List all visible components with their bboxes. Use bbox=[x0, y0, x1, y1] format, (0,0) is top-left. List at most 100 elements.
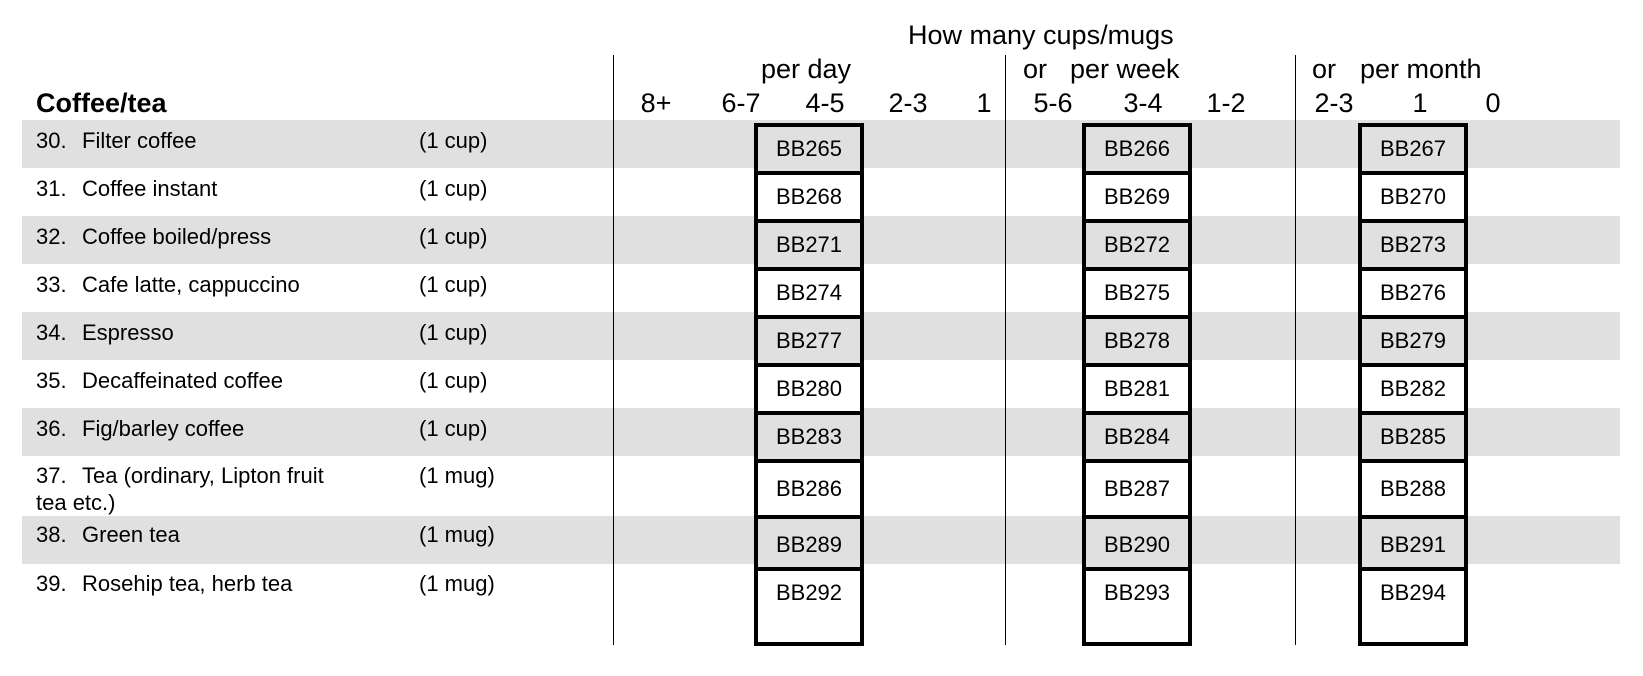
code-cell[interactable]: BB270 bbox=[1362, 175, 1464, 219]
period-label-week: per week bbox=[1070, 54, 1180, 84]
column-divider bbox=[1005, 55, 1006, 645]
cell-separator bbox=[1358, 411, 1468, 415]
freq-label: 2-3 bbox=[1314, 88, 1354, 118]
item-label: Fig/barley coffee bbox=[82, 416, 245, 441]
code-cell[interactable]: BB274 bbox=[758, 271, 860, 315]
code-cell[interactable]: BB268 bbox=[758, 175, 860, 219]
item-number: 35. bbox=[36, 368, 67, 393]
code-cell[interactable]: BB275 bbox=[1086, 271, 1188, 315]
code-cell[interactable]: BB276 bbox=[1362, 271, 1464, 315]
portion-label: (1 cup) bbox=[419, 272, 488, 297]
cell-separator bbox=[1082, 515, 1192, 519]
item-label-continued: tea etc.) bbox=[36, 490, 116, 515]
code-cell[interactable]: BB288 bbox=[1362, 463, 1464, 515]
code-cell[interactable]: BB266 bbox=[1086, 127, 1188, 171]
cell-separator bbox=[754, 567, 864, 571]
table-row: 31. Coffee instant (1 cup) bbox=[22, 168, 1620, 216]
cell-separator bbox=[1358, 363, 1468, 367]
item-number: 30. bbox=[36, 128, 67, 153]
cell-separator bbox=[1082, 567, 1192, 571]
code-cell[interactable]: BB279 bbox=[1362, 319, 1464, 363]
code-cell[interactable]: BB286 bbox=[758, 463, 860, 515]
portion-label: (1 cup) bbox=[419, 176, 488, 201]
portion-label: (1 mug) bbox=[419, 522, 495, 547]
code-cell[interactable]: BB284 bbox=[1086, 415, 1188, 459]
item-label: Decaffeinated coffee bbox=[82, 368, 284, 393]
portion-label: (1 cup) bbox=[419, 368, 488, 393]
item-label: Green tea bbox=[82, 522, 180, 547]
table-row: 37. Tea (ordinary, Lipton fruit tea etc.)… bbox=[22, 456, 1620, 516]
cell-separator bbox=[754, 171, 864, 175]
table-row: 39. Rosehip tea, herb tea (1 mug) bbox=[22, 564, 1620, 612]
period-or-week: or bbox=[1023, 54, 1048, 84]
cell-separator bbox=[754, 267, 864, 271]
code-cell[interactable]: BB269 bbox=[1086, 175, 1188, 219]
item-label: Coffee instant bbox=[82, 176, 218, 201]
cell-separator bbox=[1358, 219, 1468, 223]
table-row: 33. Cafe latte, cappuccino (1 cup) bbox=[22, 264, 1620, 312]
cell-separator bbox=[1358, 267, 1468, 271]
table-row: 35. Decaffeinated coffee (1 cup) bbox=[22, 360, 1620, 408]
portion-label: (1 cup) bbox=[419, 416, 488, 441]
code-cell[interactable]: BB289 bbox=[758, 523, 860, 567]
item-number: 37. bbox=[36, 463, 67, 488]
cell-separator bbox=[1358, 171, 1468, 175]
item-number: 32. bbox=[36, 224, 67, 249]
cell-separator bbox=[1358, 567, 1468, 571]
freq-label: 4-5 bbox=[805, 88, 845, 118]
period-label-month: per month bbox=[1360, 54, 1482, 84]
portion-label: (1 cup) bbox=[419, 320, 488, 345]
item-number: 31. bbox=[36, 176, 67, 201]
cell-separator bbox=[754, 315, 864, 319]
code-cell[interactable]: BB282 bbox=[1362, 367, 1464, 411]
column-divider bbox=[1295, 55, 1296, 645]
portion-label: (1 cup) bbox=[419, 128, 488, 153]
item-number: 34. bbox=[36, 320, 67, 345]
code-cell[interactable]: BB291 bbox=[1362, 523, 1464, 567]
cell-separator bbox=[1082, 171, 1192, 175]
code-cell[interactable]: BB278 bbox=[1086, 319, 1188, 363]
code-cell[interactable]: BB280 bbox=[758, 367, 860, 411]
question-title: How many cups/mugs bbox=[908, 20, 1174, 50]
item-number: 38. bbox=[36, 522, 67, 547]
code-column-week bbox=[1082, 123, 1192, 646]
freq-label: 5-6 bbox=[1033, 88, 1073, 118]
cell-separator bbox=[754, 459, 864, 463]
code-cell[interactable]: BB265 bbox=[758, 127, 860, 171]
cell-separator bbox=[1082, 411, 1192, 415]
code-cell[interactable]: BB267 bbox=[1362, 127, 1464, 171]
item-label: Tea (ordinary, Lipton fruit bbox=[82, 463, 324, 488]
code-cell[interactable]: BB277 bbox=[758, 319, 860, 363]
freq-label: 8+ bbox=[640, 88, 672, 118]
code-cell[interactable]: BB293 bbox=[1086, 571, 1188, 615]
cell-separator bbox=[754, 515, 864, 519]
code-column-month bbox=[1358, 123, 1468, 646]
item-number: 39. bbox=[36, 571, 67, 596]
item-label: Coffee boiled/press bbox=[82, 224, 272, 249]
item-label: Espresso bbox=[82, 320, 174, 345]
code-cell[interactable]: BB281 bbox=[1086, 367, 1188, 411]
portion-label: (1 cup) bbox=[419, 224, 488, 249]
code-cell[interactable]: BB285 bbox=[1362, 415, 1464, 459]
cell-separator bbox=[1358, 315, 1468, 319]
portion-label: (1 mug) bbox=[419, 571, 495, 596]
freq-label: 6-7 bbox=[721, 88, 761, 118]
period-label-day: per day bbox=[761, 54, 852, 84]
code-cell[interactable]: BB283 bbox=[758, 415, 860, 459]
code-cell[interactable]: BB290 bbox=[1086, 523, 1188, 567]
period-or-month: or bbox=[1312, 54, 1337, 84]
cell-separator bbox=[1358, 515, 1468, 519]
item-label: Cafe latte, cappuccino bbox=[82, 272, 300, 297]
code-cell[interactable]: BB292 bbox=[758, 571, 860, 615]
code-cell[interactable]: BB287 bbox=[1086, 463, 1188, 515]
code-cell[interactable]: BB272 bbox=[1086, 223, 1188, 267]
cell-separator bbox=[1082, 219, 1192, 223]
freq-label: 1 bbox=[1412, 88, 1428, 118]
code-column-day bbox=[754, 123, 864, 646]
code-cell[interactable]: BB271 bbox=[758, 223, 860, 267]
code-cell[interactable]: BB273 bbox=[1362, 223, 1464, 267]
code-cell[interactable]: BB294 bbox=[1362, 571, 1464, 615]
freq-label: 1 bbox=[976, 88, 992, 118]
cell-separator bbox=[754, 219, 864, 223]
cell-separator bbox=[1358, 459, 1468, 463]
